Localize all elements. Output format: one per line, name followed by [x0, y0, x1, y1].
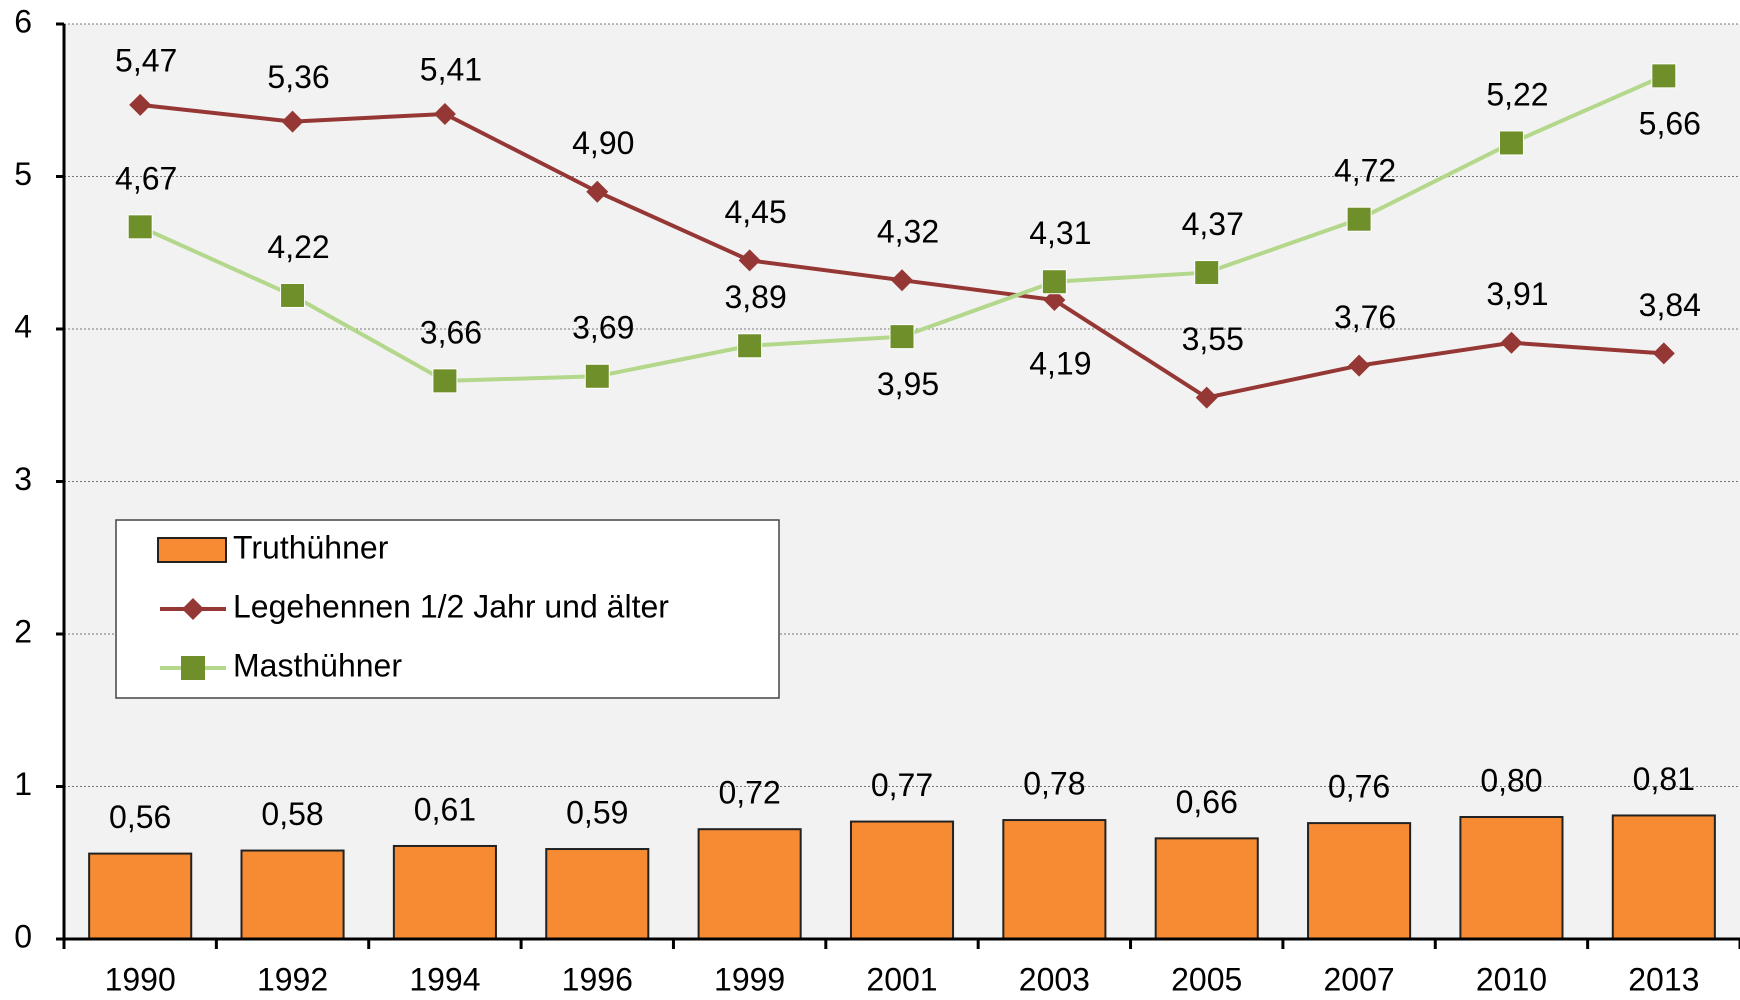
- x-tick-label: 2013: [1628, 961, 1699, 997]
- data-label: 5,41: [420, 51, 482, 87]
- legend-label: Masthühner: [233, 647, 402, 683]
- y-tick-label: 5: [14, 156, 32, 192]
- bar: [697, 828, 802, 941]
- y-tick-label: 4: [14, 308, 32, 344]
- data-label: 0,59: [566, 794, 628, 830]
- y-tick-label: 1: [14, 766, 32, 802]
- bar: [1154, 837, 1259, 940]
- x-tick-label: 1994: [409, 961, 480, 997]
- marker: [891, 269, 913, 292]
- marker: [737, 333, 763, 359]
- marker: [1194, 260, 1220, 286]
- marker: [281, 110, 304, 133]
- marker: [889, 324, 915, 350]
- data-label: 3,69: [572, 310, 634, 346]
- marker: [586, 180, 609, 203]
- data-label: 5,36: [267, 59, 329, 95]
- data-label: 5,47: [115, 42, 177, 78]
- data-label: 0,56: [109, 799, 171, 835]
- marker: [1651, 63, 1677, 89]
- data-label: 4,72: [1334, 153, 1396, 189]
- data-label: 4,31: [1029, 215, 1091, 251]
- data-label: 4,32: [877, 214, 939, 250]
- marker: [432, 368, 458, 394]
- bar: [849, 820, 955, 941]
- x-tick-label: 2005: [1171, 961, 1242, 997]
- data-label: 3,55: [1182, 321, 1244, 357]
- data-label: 0,81: [1633, 761, 1695, 797]
- marker: [280, 282, 306, 308]
- legend-swatch: [157, 537, 227, 563]
- data-label: 0,76: [1328, 769, 1390, 805]
- data-label: 4,45: [724, 194, 786, 230]
- data-label: 3,89: [724, 279, 786, 315]
- bar: [1611, 814, 1716, 940]
- data-label: 4,19: [1029, 345, 1091, 381]
- y-tick-label: 0: [14, 918, 32, 954]
- bar: [88, 852, 193, 940]
- marker: [1195, 386, 1218, 409]
- bar: [1002, 819, 1107, 940]
- bar: [545, 848, 650, 941]
- marker: [1348, 354, 1371, 377]
- marker: [127, 214, 153, 240]
- marker: [1652, 342, 1675, 365]
- data-label: 0,77: [871, 767, 933, 803]
- marker: [129, 93, 152, 116]
- bar: [392, 844, 497, 940]
- y-tick-label: 3: [14, 461, 32, 497]
- legend-label: Truthühner: [233, 529, 389, 565]
- data-label: 0,58: [261, 796, 323, 832]
- legend-marker: [182, 598, 204, 620]
- marker: [1498, 130, 1524, 156]
- marker: [738, 249, 761, 272]
- bar: [1307, 822, 1412, 940]
- data-label: 5,22: [1486, 76, 1548, 112]
- legend-label: Legehennen 1/2 Jahr und älter: [233, 588, 669, 624]
- data-label: 4,90: [572, 125, 634, 161]
- x-tick-label: 2007: [1323, 961, 1394, 997]
- data-label: 3,66: [420, 314, 482, 350]
- data-label: 4,67: [115, 160, 177, 196]
- data-label: 4,37: [1182, 206, 1244, 242]
- marker: [1500, 331, 1523, 354]
- data-label: 3,76: [1334, 299, 1396, 335]
- data-label: 3,91: [1486, 276, 1548, 312]
- data-label: 5,66: [1639, 105, 1701, 141]
- x-tick-label: 2001: [866, 961, 937, 997]
- marker: [584, 363, 610, 389]
- marker: [1043, 289, 1066, 312]
- data-label: 0,72: [718, 775, 780, 811]
- x-tick-label: 2003: [1019, 961, 1090, 997]
- data-label: 0,78: [1023, 766, 1085, 802]
- bar: [240, 849, 345, 940]
- data-label: 0,61: [414, 791, 476, 827]
- data-label: 3,84: [1639, 287, 1701, 323]
- y-tick-label: 6: [14, 3, 32, 39]
- data-label: 4,22: [267, 229, 329, 265]
- x-tick-label: 1990: [105, 961, 176, 997]
- x-tick-label: 2010: [1476, 961, 1547, 997]
- marker: [1346, 206, 1372, 232]
- marker: [433, 102, 456, 125]
- x-tick-label: 1999: [714, 961, 785, 997]
- x-tick-label: 1992: [257, 961, 328, 997]
- bar: [1459, 816, 1564, 940]
- y-tick-label: 2: [14, 613, 32, 649]
- x-tick-label: 1996: [562, 961, 633, 997]
- data-label: 0,66: [1176, 784, 1238, 820]
- data-label: 0,80: [1480, 762, 1542, 798]
- marker: [1041, 269, 1067, 295]
- data-label: 3,95: [877, 366, 939, 402]
- legend-marker: [181, 656, 205, 680]
